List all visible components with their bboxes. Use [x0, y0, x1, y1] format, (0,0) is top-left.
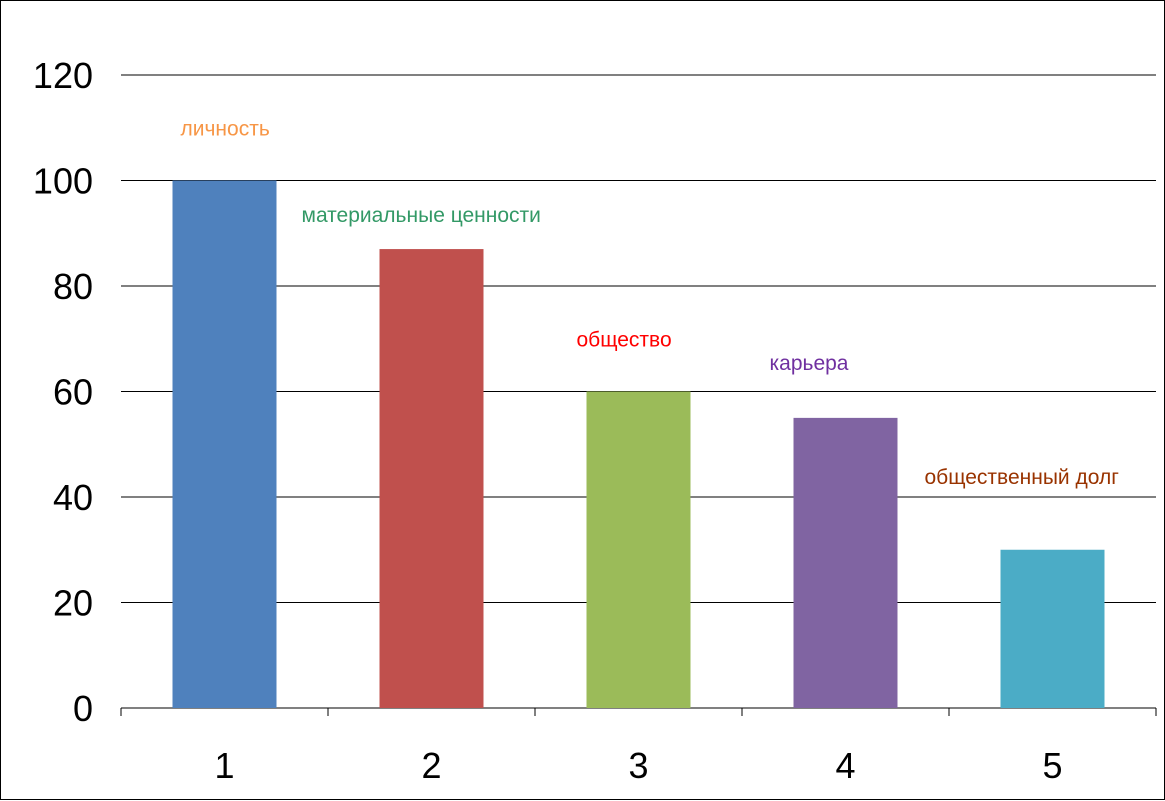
y-tick-label: 60	[53, 372, 93, 413]
y-tick-label: 20	[53, 583, 93, 624]
bar-annotation: общество	[577, 329, 672, 352]
bar-annotation: личность	[181, 118, 270, 141]
x-tick-label: 5	[1042, 745, 1062, 786]
bar-annotation: материальные ценности	[302, 204, 541, 227]
bar	[1000, 549, 1105, 708]
x-tick-label: 4	[835, 745, 855, 786]
y-tick-label: 100	[33, 161, 93, 202]
y-tick-label: 40	[53, 477, 93, 518]
y-tick-label: 0	[73, 688, 93, 729]
bar	[793, 417, 898, 708]
bar-annotation: общественный долг	[925, 466, 1120, 489]
x-tick-label: 2	[421, 745, 441, 786]
bar	[172, 180, 277, 708]
x-tick-label: 1	[214, 745, 234, 786]
bar	[586, 391, 691, 708]
bar	[379, 249, 484, 708]
x-tick-label: 3	[628, 745, 648, 786]
y-tick-label: 120	[33, 55, 93, 96]
y-tick-label: 80	[53, 266, 93, 307]
bar-annotation: карьера	[770, 352, 849, 375]
